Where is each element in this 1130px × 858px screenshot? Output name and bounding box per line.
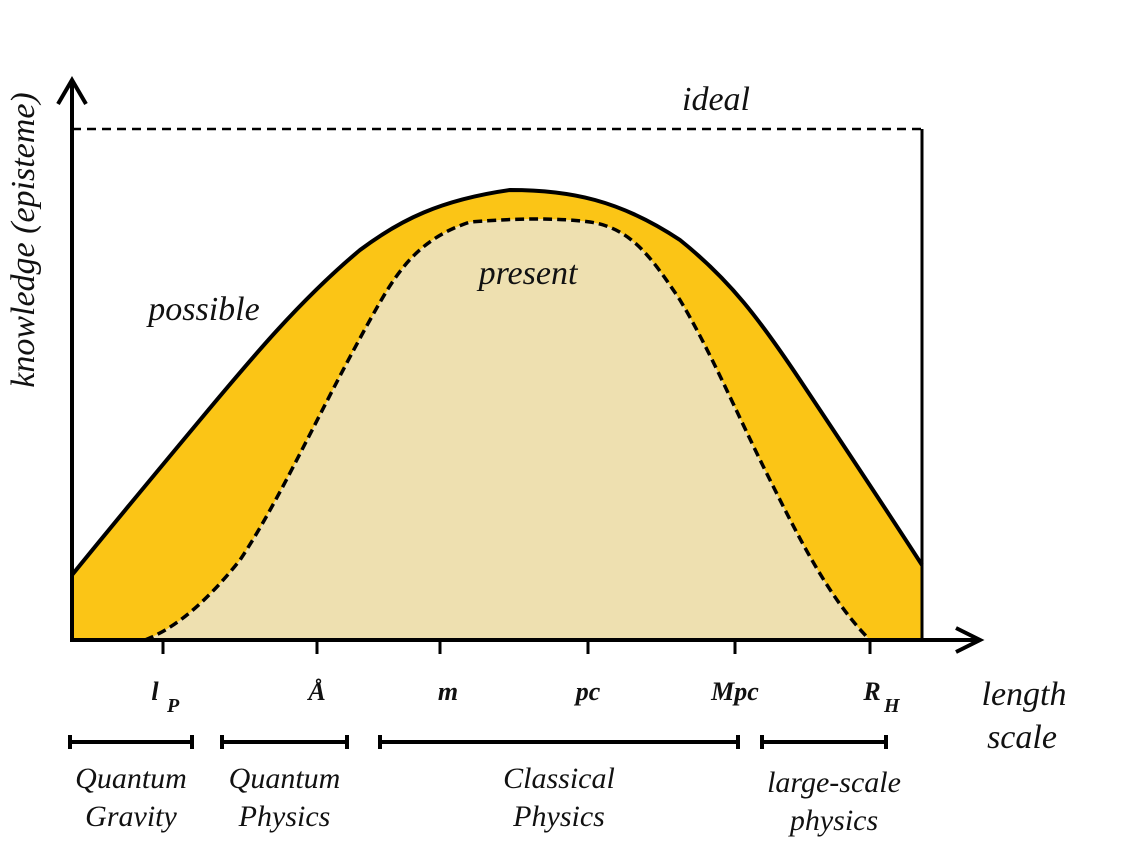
tick-subscript: P [166,695,180,717]
present-area [144,217,872,642]
possible-label: possible [146,291,259,328]
tick-label: Å [306,677,325,706]
tick-label: pc [574,677,601,706]
tick-label: R [862,677,880,706]
region-label: Physics [512,800,605,833]
y-axis-label: knowledge (episteme) [5,92,42,388]
region-label: large-scale [767,766,901,799]
tick-label: m [438,677,458,706]
present-label: present [477,255,579,292]
ideal-label: ideal [682,81,750,118]
possible-curve [70,187,924,577]
tick-label: Mpc [710,677,759,706]
region-label: physics [788,804,878,837]
region-label: Classical [503,762,615,795]
region-label: Physics [238,800,331,833]
tick-label: l [151,677,159,706]
x-axis-label: scale [987,719,1057,756]
region-label: Quantum [229,762,341,795]
region-label: Gravity [85,800,177,833]
x-axis-label: length [982,676,1067,713]
x-arrow [955,626,985,654]
y-arrow [56,76,88,106]
region-label: Quantum [75,762,187,795]
tick-subscript: H [883,695,901,717]
